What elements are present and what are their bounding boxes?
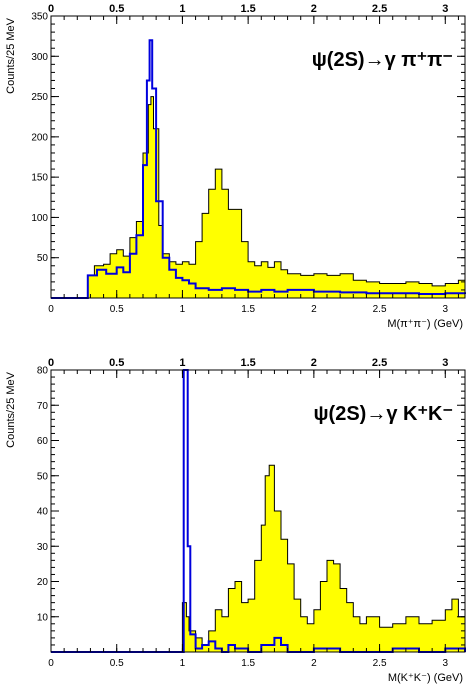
plot-title: ψ(2S)→γ π⁺π⁻ <box>312 49 453 71</box>
top-x-tick-label: 1.5 <box>240 357 255 369</box>
y-tick-label: 40 <box>37 507 49 518</box>
top-x-tick-label: 3 <box>442 357 448 369</box>
top-x-tick-label: 0 <box>48 3 54 15</box>
top-x-tick-label: 1.5 <box>240 3 255 15</box>
y-tick-label: 50 <box>37 471 49 482</box>
x-tick-label: 0 <box>48 658 54 669</box>
x-tick-label: 0 <box>48 304 54 315</box>
mc-histogram-outline <box>51 39 466 299</box>
y-tick-label: 20 <box>37 577 49 588</box>
y-tick-label: 30 <box>37 542 49 553</box>
top-x-tick-label: 2.5 <box>372 357 387 369</box>
y-tick-label: 50 <box>37 253 49 264</box>
top-x-tick-label: 1 <box>179 3 185 15</box>
x-tick-label: 3 <box>443 304 449 315</box>
x-axis-title: M(π⁺π⁻) (GeV) <box>387 318 463 330</box>
plot-frame <box>50 15 466 299</box>
x-tick-label: 1 <box>180 658 186 669</box>
y-tick-label: 200 <box>31 132 48 143</box>
y-tick-label: 350 <box>31 12 48 23</box>
top-x-tick-label: 0 <box>48 357 54 369</box>
bottom-panel-kk: 0 0 0.5 0.5 1 1 1.5 1.5 2 2 2.5 2.5 3 3 10 20 30 40 50 60 70… <box>5 357 466 684</box>
top-x-tick-label: 0.5 <box>109 357 124 369</box>
data-histogram-filled <box>51 464 466 653</box>
y-axis-title: Counts/25 MeV <box>5 17 17 93</box>
y-tick-label: 80 <box>37 366 49 377</box>
y-tick-label: 100 <box>31 213 48 224</box>
top-x-tick-label: 2 <box>311 357 317 369</box>
x-tick-label: 1 <box>180 304 186 315</box>
y-axis-title: Counts/25 MeV <box>5 371 17 447</box>
x-tick-label: 0.5 <box>110 658 124 669</box>
x-tick-label: 2 <box>311 304 317 315</box>
top-x-tick-label: 2.5 <box>372 3 387 15</box>
x-tick-label: 3 <box>443 658 449 669</box>
y-tick-label: 60 <box>37 436 49 447</box>
x-tick-label: 2.5 <box>373 304 387 315</box>
top-x-tick-label: 3 <box>442 3 448 15</box>
y-tick-label: 250 <box>31 92 48 103</box>
top-x-tick-label: 1 <box>179 357 185 369</box>
y-tick-label: 70 <box>37 401 49 412</box>
x-tick-label: 1.5 <box>241 658 255 669</box>
y-tick-label: 10 <box>37 612 49 623</box>
x-tick-label: 0.5 <box>110 304 124 315</box>
plot-title: ψ(2S)→γ K⁺K⁻ <box>313 403 453 425</box>
top-x-tick-label: 2 <box>311 3 317 15</box>
data-histogram-filled <box>51 96 466 299</box>
x-tick-label: 2 <box>311 658 317 669</box>
top-panel-pipi: 000.50.5111.51.5222.52.53350100150200250… <box>5 3 466 330</box>
y-tick-label: 150 <box>31 173 48 184</box>
x-axis-title: M(K⁺K⁻) (GeV) <box>388 672 463 684</box>
x-tick-label: 2.5 <box>373 658 387 669</box>
x-tick-label: 1.5 <box>241 304 255 315</box>
top-x-tick-label: 0.5 <box>109 3 124 15</box>
y-tick-label: 300 <box>31 52 48 63</box>
